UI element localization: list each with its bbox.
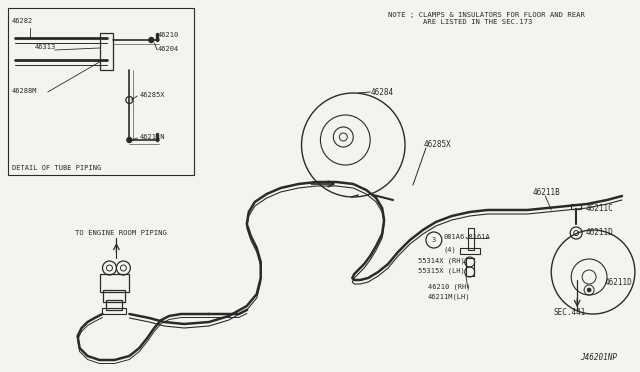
Circle shape: [587, 288, 591, 292]
Text: 46211D: 46211D: [605, 278, 633, 287]
Text: TO ENGINE ROOM PIPING: TO ENGINE ROOM PIPING: [75, 230, 166, 236]
Text: NOTE ; CLAMPS & INSULATORS FOR FLOOR AND REAR
        ARE LISTED IN THE SEC.173: NOTE ; CLAMPS & INSULATORS FOR FLOOR AND…: [388, 12, 585, 25]
Bar: [466, 258, 474, 276]
Bar: [8, 8, 194, 175]
Text: 46211B: 46211B: [532, 188, 560, 197]
Text: 55315X (LH): 55315X (LH): [418, 268, 465, 275]
Text: 46211C: 46211C: [585, 204, 613, 213]
Text: 46285X: 46285X: [424, 140, 452, 149]
Text: 081A6-8161A: 081A6-8161A: [444, 234, 491, 240]
Text: 46204: 46204: [157, 46, 179, 52]
Text: 46288M: 46288M: [12, 88, 38, 94]
Bar: [460, 248, 479, 254]
Text: 46285X: 46285X: [140, 92, 165, 98]
Text: J46201NP: J46201NP: [580, 353, 617, 362]
Circle shape: [127, 138, 132, 142]
Text: 46211N: 46211N: [140, 134, 165, 140]
Text: 46282: 46282: [12, 18, 33, 24]
Circle shape: [148, 38, 154, 42]
Bar: [102, 308, 126, 314]
Text: 46210: 46210: [157, 32, 179, 38]
Text: 46210 (RH): 46210 (RH): [428, 284, 470, 291]
Bar: [104, 290, 125, 302]
Text: (4): (4): [444, 246, 456, 253]
Bar: [106, 300, 122, 310]
Bar: [99, 33, 113, 70]
Bar: [571, 204, 581, 209]
Text: 55314X (RH): 55314X (RH): [418, 258, 465, 264]
Bar: [468, 228, 474, 250]
Text: 46284: 46284: [370, 88, 394, 97]
Bar: [99, 274, 129, 292]
Text: DETAIL OF TUBE PIPING: DETAIL OF TUBE PIPING: [12, 165, 101, 171]
Text: 46211M(LH): 46211M(LH): [428, 294, 470, 301]
Text: 46211D: 46211D: [585, 228, 613, 237]
Text: 3: 3: [432, 237, 436, 243]
Text: SEC.441: SEC.441: [554, 308, 586, 317]
Text: 46313: 46313: [35, 44, 56, 50]
